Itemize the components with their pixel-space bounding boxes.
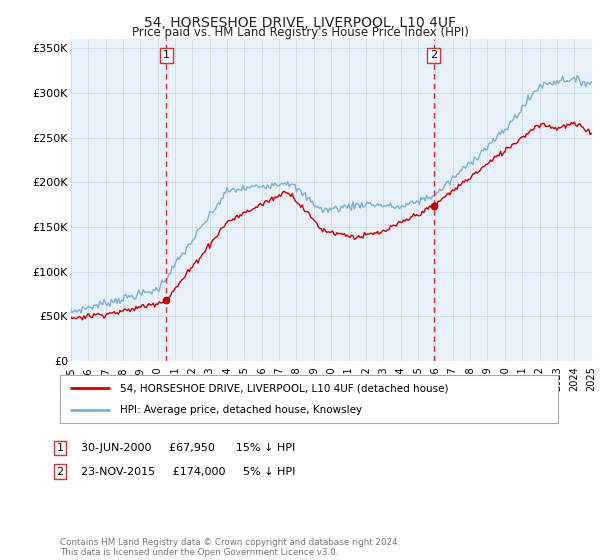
- Text: 54, HORSESHOE DRIVE, LIVERPOOL, L10 4UF (detached house): 54, HORSESHOE DRIVE, LIVERPOOL, L10 4UF …: [120, 383, 448, 393]
- Text: 1: 1: [163, 50, 170, 60]
- Text: 2: 2: [56, 466, 64, 477]
- Text: 30-JUN-2000     £67,950      15% ↓ HPI: 30-JUN-2000 £67,950 15% ↓ HPI: [81, 443, 295, 453]
- Text: 2: 2: [430, 50, 437, 60]
- Text: HPI: Average price, detached house, Knowsley: HPI: Average price, detached house, Know…: [120, 405, 362, 415]
- Text: 1: 1: [56, 443, 64, 453]
- Point: [429, 201, 439, 210]
- Point: [161, 296, 171, 305]
- Text: Contains HM Land Registry data © Crown copyright and database right 2024.
This d: Contains HM Land Registry data © Crown c…: [60, 538, 400, 557]
- Text: 23-NOV-2015     £174,000     5% ↓ HPI: 23-NOV-2015 £174,000 5% ↓ HPI: [81, 466, 295, 477]
- Text: 54, HORSESHOE DRIVE, LIVERPOOL, L10 4UF: 54, HORSESHOE DRIVE, LIVERPOOL, L10 4UF: [144, 16, 456, 30]
- Text: Price paid vs. HM Land Registry's House Price Index (HPI): Price paid vs. HM Land Registry's House …: [131, 26, 469, 39]
